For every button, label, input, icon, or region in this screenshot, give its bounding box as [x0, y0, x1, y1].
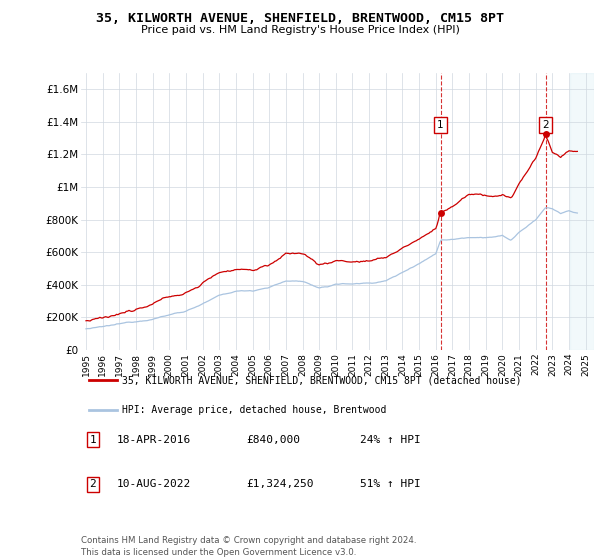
Text: Contains HM Land Registry data © Crown copyright and database right 2024.
This d: Contains HM Land Registry data © Crown c…	[81, 536, 416, 557]
Text: £840,000: £840,000	[246, 435, 300, 445]
Text: 2: 2	[542, 120, 549, 130]
Text: 18-APR-2016: 18-APR-2016	[117, 435, 191, 445]
Text: £1,324,250: £1,324,250	[246, 479, 314, 489]
Text: 2: 2	[89, 479, 97, 489]
Text: 35, KILWORTH AVENUE, SHENFIELD, BRENTWOOD, CM15 8PT (detached house): 35, KILWORTH AVENUE, SHENFIELD, BRENTWOO…	[122, 375, 521, 385]
Bar	[571, 73, 594, 350]
Text: 1: 1	[437, 120, 444, 130]
Text: Price paid vs. HM Land Registry's House Price Index (HPI): Price paid vs. HM Land Registry's House …	[140, 25, 460, 35]
Text: HPI: Average price, detached house, Brentwood: HPI: Average price, detached house, Bren…	[122, 405, 386, 415]
Text: 24% ↑ HPI: 24% ↑ HPI	[360, 435, 421, 445]
Text: 1: 1	[89, 435, 97, 445]
Text: 35, KILWORTH AVENUE, SHENFIELD, BRENTWOOD, CM15 8PT: 35, KILWORTH AVENUE, SHENFIELD, BRENTWOO…	[96, 12, 504, 25]
Text: 10-AUG-2022: 10-AUG-2022	[117, 479, 191, 489]
Text: 51% ↑ HPI: 51% ↑ HPI	[360, 479, 421, 489]
